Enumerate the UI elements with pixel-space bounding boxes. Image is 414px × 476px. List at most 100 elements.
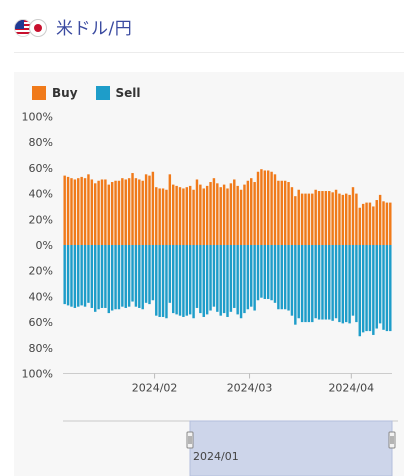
- buy-bar: [355, 193, 358, 245]
- buy-bar: [110, 182, 114, 245]
- navigator-selection[interactable]: [189, 420, 393, 476]
- sell-bar: [229, 245, 233, 312]
- sell-bar: [273, 245, 277, 303]
- buy-bar: [311, 193, 314, 245]
- sell-bar: [202, 245, 205, 317]
- buy-bar: [348, 194, 351, 245]
- sell-bar: [209, 245, 212, 311]
- sell-bar: [70, 245, 73, 307]
- sell-bar: [110, 245, 114, 311]
- buy-bar: [351, 187, 355, 245]
- sell-bar: [199, 245, 202, 314]
- buy-bar: [321, 191, 324, 245]
- sell-bar: [253, 245, 256, 311]
- jp-flag-icon: [29, 19, 47, 37]
- chart-legend: Buy Sell: [32, 86, 159, 100]
- sell-bar: [73, 245, 77, 308]
- buy-bar: [273, 174, 277, 245]
- sell-bar: [277, 245, 280, 310]
- sell-bar: [233, 245, 236, 308]
- buy-bar: [297, 189, 300, 245]
- sell-bar: [283, 245, 287, 310]
- buy-bar: [216, 183, 219, 245]
- buy-bar: [77, 178, 80, 245]
- sell-bar: [365, 245, 368, 332]
- buy-bar: [175, 185, 178, 245]
- buy-bar: [328, 191, 331, 245]
- sell-bar: [307, 245, 311, 323]
- buy-bar: [300, 193, 304, 245]
- y-tick-label: 20%: [29, 213, 53, 226]
- sell-bar: [321, 245, 324, 320]
- buy-bar: [260, 169, 263, 245]
- buy-bar: [168, 174, 172, 245]
- buy-bar: [141, 180, 144, 245]
- buy-bar: [127, 178, 131, 245]
- buy-bar: [134, 178, 138, 245]
- buy-bar: [188, 185, 192, 245]
- legend-buy[interactable]: Buy: [32, 86, 78, 100]
- buy-bar: [344, 193, 348, 245]
- sell-bar: [148, 245, 151, 305]
- y-tick-label: 60%: [29, 162, 53, 175]
- sell-bar: [334, 245, 338, 319]
- sell-bar: [216, 245, 219, 312]
- sell-bar: [375, 245, 378, 329]
- sell-bar: [97, 245, 100, 310]
- buy-bar: [385, 202, 389, 245]
- sell-bar: [121, 245, 124, 307]
- sell-bar: [382, 245, 385, 330]
- legend-sell[interactable]: Sell: [95, 86, 141, 100]
- buy-bar: [182, 188, 185, 245]
- buy-bar: [307, 193, 311, 245]
- buy-bar: [365, 202, 368, 245]
- buy-bar: [317, 191, 321, 245]
- sell-bar: [260, 245, 263, 298]
- buy-bar: [70, 178, 73, 245]
- sell-bar: [348, 245, 351, 324]
- buy-bar: [97, 180, 100, 245]
- sell-bar: [175, 245, 178, 315]
- sell-bar: [314, 245, 317, 319]
- buy-bar: [100, 179, 104, 245]
- x-tick-label: 2024/02: [132, 382, 178, 395]
- buy-bar: [161, 188, 165, 245]
- buy-bar: [73, 179, 77, 245]
- sell-bar: [338, 245, 341, 323]
- sell-bar: [205, 245, 209, 315]
- y-tick-label: 100%: [22, 111, 53, 124]
- sell-bar: [127, 245, 131, 307]
- buy-bar: [236, 185, 239, 245]
- sell-bar: [80, 245, 83, 306]
- sell-bar: [117, 245, 121, 310]
- y-tick-label: 100%: [22, 368, 53, 381]
- buy-bar: [233, 179, 236, 245]
- sell-bar: [344, 245, 348, 323]
- navigator-right-handle[interactable]: [388, 431, 396, 449]
- navigator-left-handle[interactable]: [186, 431, 194, 449]
- y-tick-label: 40%: [29, 290, 53, 303]
- sell-bar: [294, 245, 297, 325]
- sell-bar: [355, 245, 358, 323]
- header-divider: [14, 52, 404, 53]
- x-tick-label: 2024/03: [227, 382, 273, 395]
- sell-bar: [100, 245, 104, 308]
- sell-bar: [141, 245, 144, 310]
- buy-bar: [229, 183, 233, 245]
- sell-bar: [328, 245, 331, 320]
- sell-bar: [239, 245, 243, 319]
- sell-bar: [243, 245, 246, 314]
- sell-bar: [155, 245, 158, 316]
- legend-buy-swatch: [32, 86, 46, 100]
- buy-bar: [331, 192, 334, 245]
- buy-bar: [138, 179, 141, 245]
- sell-bar: [144, 245, 148, 303]
- buy-bar: [66, 176, 70, 245]
- legend-sell-label: Sell: [115, 86, 141, 100]
- sell-bar: [104, 245, 107, 308]
- buy-bar: [226, 188, 229, 245]
- buy-bar: [266, 170, 270, 245]
- sell-bar: [158, 245, 161, 317]
- us-flag-icon: [14, 19, 32, 37]
